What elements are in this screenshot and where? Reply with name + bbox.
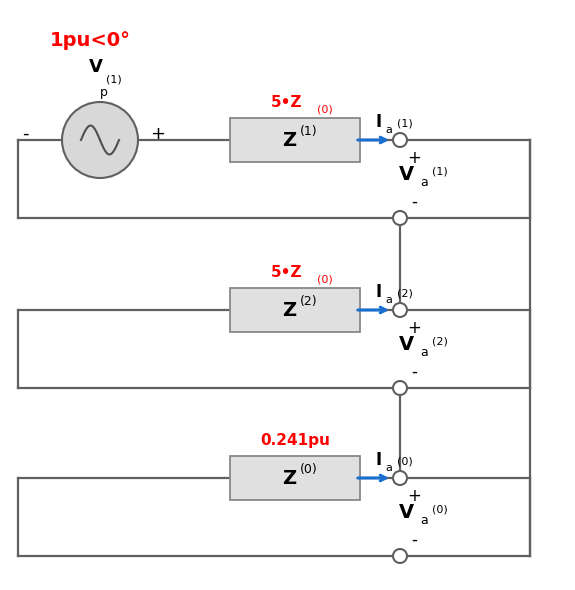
Circle shape: [393, 211, 407, 225]
Text: Z: Z: [282, 300, 296, 320]
Text: +: +: [407, 319, 421, 337]
Text: Z: Z: [282, 468, 296, 487]
Text: +: +: [407, 487, 421, 505]
Text: $\mathbf{I}$: $\mathbf{I}$: [375, 283, 381, 301]
Text: $\mathbf{I}$: $\mathbf{I}$: [375, 113, 381, 131]
Text: a: a: [420, 514, 428, 527]
Text: 0.241pu: 0.241pu: [260, 433, 330, 448]
Text: -: -: [411, 531, 417, 549]
Text: 5•Z: 5•Z: [271, 95, 303, 110]
Text: 1pu<0°: 1pu<0°: [49, 31, 131, 50]
Text: (1): (1): [432, 166, 448, 176]
Text: -: -: [411, 363, 417, 381]
Text: a: a: [386, 295, 392, 305]
Text: +: +: [407, 149, 421, 167]
Text: (0): (0): [300, 464, 318, 477]
Text: (1): (1): [397, 119, 413, 129]
Circle shape: [393, 471, 407, 485]
Text: (1): (1): [106, 74, 122, 84]
Text: -: -: [22, 125, 29, 143]
Text: p: p: [100, 86, 108, 99]
FancyBboxPatch shape: [230, 118, 360, 162]
Text: $\mathbf{V}$: $\mathbf{V}$: [397, 166, 415, 185]
Circle shape: [62, 102, 138, 178]
Text: (0): (0): [317, 274, 333, 284]
Text: $\mathbf{I}$: $\mathbf{I}$: [375, 451, 381, 469]
Text: (2): (2): [300, 296, 318, 309]
Text: (0): (0): [317, 104, 333, 114]
Circle shape: [393, 133, 407, 147]
Text: $\mathbf{V}$: $\mathbf{V}$: [397, 336, 415, 355]
Circle shape: [393, 549, 407, 563]
Text: a: a: [386, 125, 392, 135]
Text: a: a: [420, 346, 428, 359]
Text: -: -: [411, 193, 417, 211]
Text: Z: Z: [282, 130, 296, 149]
Text: (2): (2): [432, 336, 448, 346]
Text: (2): (2): [397, 289, 413, 299]
FancyBboxPatch shape: [230, 288, 360, 332]
Text: 5•Z: 5•Z: [271, 265, 303, 280]
Text: (0): (0): [432, 504, 448, 514]
Circle shape: [393, 381, 407, 395]
Text: a: a: [386, 463, 392, 473]
Text: +: +: [150, 125, 165, 143]
Text: $\mathbf{V}$: $\mathbf{V}$: [397, 503, 415, 523]
Text: (0): (0): [397, 457, 413, 467]
Circle shape: [393, 303, 407, 317]
Text: (1): (1): [300, 126, 318, 139]
Text: $\mathbf{V}$: $\mathbf{V}$: [88, 58, 104, 76]
Text: a: a: [420, 176, 428, 189]
FancyBboxPatch shape: [230, 456, 360, 500]
